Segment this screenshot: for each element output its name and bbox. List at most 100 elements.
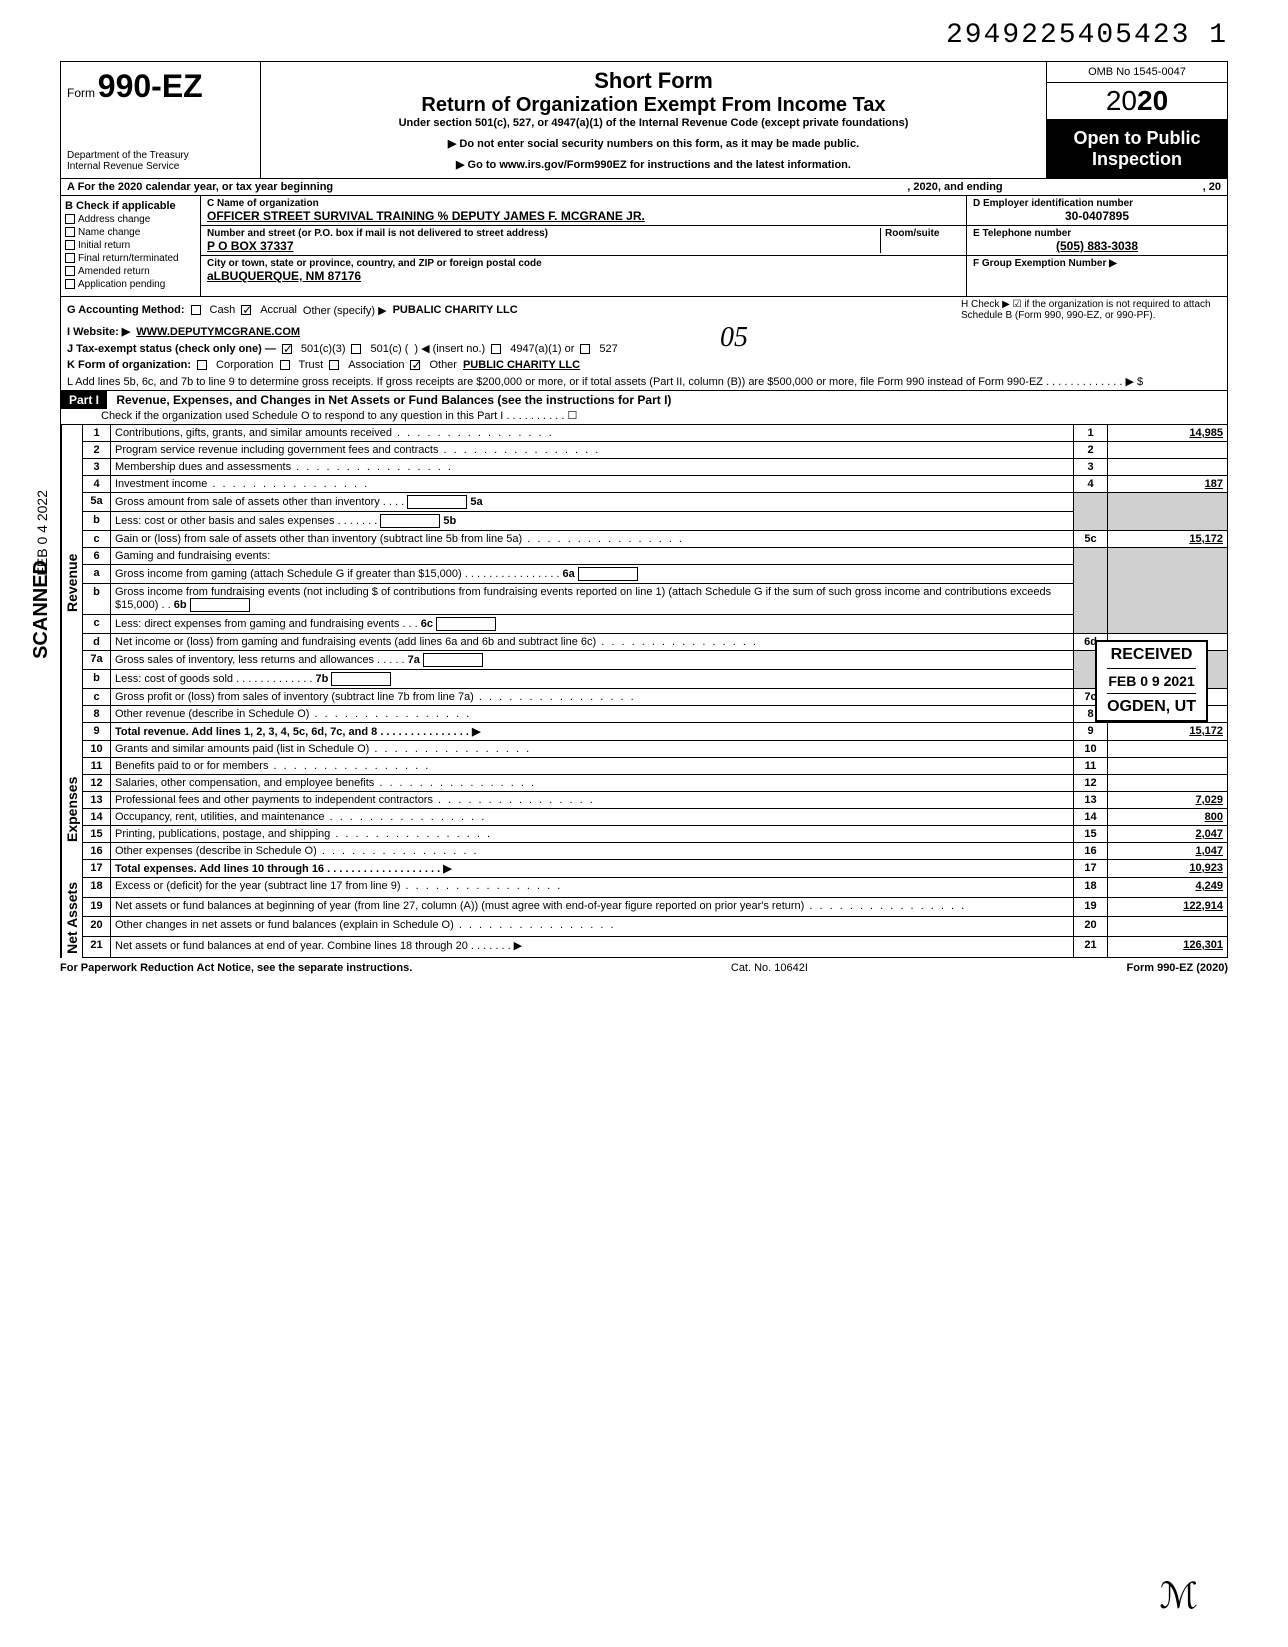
line-10-desc: Grants and similar amounts paid (list in… [111,741,1074,758]
line-7a-desc: Gross sales of inventory, less returns a… [111,651,1074,670]
dept-label: Department of the Treasury [67,150,254,161]
line-14-amt: 800 [1108,809,1228,826]
i-label: I Website: ▶ [67,325,130,338]
line-1-amt: 14,985 [1108,425,1228,442]
chk-cash[interactable] [191,305,201,315]
addr-value: P O BOX 37337 [207,239,880,253]
lbl-cash: Cash [210,304,236,316]
stamp-date: FEB 0 9 2021 [1107,668,1196,694]
chk-527[interactable] [580,344,590,354]
line-5c-desc: Gain or (loss) from sale of assets other… [111,531,1074,548]
received-stamp: RECEIVED FEB 0 9 2021 OGDEN, UT [1095,640,1208,722]
line-16-amt: 1,047 [1108,843,1228,860]
title-return: Return of Organization Exempt From Incom… [267,94,1040,117]
chk-accrual[interactable] [241,305,251,315]
tax-year: 2020 [1047,83,1227,120]
line-18-desc: Excess or (deficit) for the year (subtra… [111,878,1074,897]
footer-right: Form 990-EZ (2020) [1127,962,1228,974]
scan-date-stamp: FEB 0 4 2022 [34,490,50,576]
part1-title: Revenue, Expenses, and Changes in Net As… [110,391,677,409]
header-left: Form 990-EZ Department of the Treasury I… [61,62,261,178]
netassets-table: 18Excess or (deficit) for the year (subt… [82,878,1228,958]
section-bcd: B Check if applicable Address change Nam… [60,196,1228,297]
chk-trust[interactable] [280,360,290,370]
chk-assoc[interactable] [329,360,339,370]
chk-amended-return[interactable] [65,266,75,276]
lbl-501c3: 501(c)(3) [301,343,346,355]
lbl-501c: 501(c) ( [370,343,408,355]
tel-value: (505) 883-3038 [973,239,1221,253]
chk-initial-return[interactable] [65,240,75,250]
line-5c-amt: 15,172 [1108,531,1228,548]
h-check-text: H Check ▶ ☑ if the organization is not r… [961,299,1221,321]
expenses-section: Expenses 10Grants and similar amounts pa… [60,741,1228,878]
line-16-desc: Other expenses (describe in Schedule O) [111,843,1074,860]
box-7a [423,653,483,667]
form-header: Form 990-EZ Department of the Treasury I… [60,61,1228,179]
line-6-desc: Gaming and fundraising events: [111,548,1074,565]
ein-label: D Employer identification number [973,198,1221,209]
l-text: L Add lines 5b, 6c, and 7b to line 9 to … [67,375,1143,388]
footer-left: For Paperwork Reduction Act Notice, see … [60,962,412,974]
lbl-name-change: Name change [78,227,140,238]
page-footer: For Paperwork Reduction Act Notice, see … [60,958,1228,978]
chk-final-return[interactable] [65,253,75,263]
circle-stamp: 05 [720,322,748,354]
line-5b-desc: Less: cost or other basis and sales expe… [111,512,1074,531]
chk-application-pending[interactable] [65,279,75,289]
website-value: WWW.DEPUTYMCGRANE.COM [136,326,300,338]
box-6c [436,617,496,631]
line-11-amt [1108,758,1228,775]
j-label: J Tax-exempt status (check only one) — [67,343,276,355]
chk-corp[interactable] [197,360,207,370]
line-13-desc: Professional fees and other payments to … [111,792,1074,809]
chk-4947[interactable] [491,344,501,354]
line-10-amt [1108,741,1228,758]
line-9-desc: Total revenue. Add lines 1, 2, 3, 4, 5c,… [111,723,1074,741]
chk-other-org[interactable] [410,360,420,370]
expenses-table: 10Grants and similar amounts paid (list … [82,741,1228,878]
chk-name-change[interactable] [65,227,75,237]
stamp-bottom: OGDEN, UT [1107,698,1196,716]
line-17-desc: Total expenses. Add lines 10 through 16 … [111,860,1074,878]
lbl-other-org: Other [429,359,457,371]
line-17-amt: 10,923 [1108,860,1228,878]
note-ssn: ▶ Do not enter social security numbers o… [267,137,1040,150]
open-to-public: Open to Public Inspection [1047,120,1227,178]
line-19-desc: Net assets or fund balances at beginning… [111,897,1074,917]
note-url: ▶ Go to www.irs.gov/Form990EZ for instru… [267,158,1040,171]
line-5a-desc: Gross amount from sale of assets other t… [111,493,1074,512]
line-20-amt [1108,917,1228,937]
line-2-amt [1108,442,1228,459]
chk-address-change[interactable] [65,214,75,224]
revenue-table: 1Contributions, gifts, grants, and simil… [82,425,1228,741]
chk-501c3[interactable] [282,344,292,354]
chk-501c[interactable] [351,344,361,354]
part1-sub: Check if the organization used Schedule … [61,409,1227,424]
line-3-amt [1108,459,1228,476]
lbl-527: 527 [599,343,617,355]
line-21-desc: Net assets or fund balances at end of ye… [111,936,1074,957]
footer-mid: Cat. No. 10642I [731,962,808,974]
lbl-application-pending: Application pending [78,279,165,290]
line-15-desc: Printing, publications, postage, and shi… [111,826,1074,843]
stamp-top: RECEIVED [1107,646,1196,664]
line-12-desc: Salaries, other compensation, and employ… [111,775,1074,792]
side-expenses: Expenses [61,741,82,878]
box-5b [380,514,440,528]
box-7b [331,672,391,686]
row-a-right: , 20 [1203,181,1221,193]
lbl-other-method: Other (specify) ▶ [303,304,387,317]
line-13-amt: 7,029 [1108,792,1228,809]
col-c-org-info: C Name of organization OFFICER STREET SU… [201,196,967,296]
line-12-amt [1108,775,1228,792]
g-label: G Accounting Method: [67,304,185,316]
handwritten-initial: ℳ [1160,1575,1199,1617]
room-label: Room/suite [885,228,960,239]
lbl-assoc: Association [348,359,404,371]
line-6b-desc: Gross income from fundraising events (no… [111,584,1074,615]
header-center: Short Form Return of Organization Exempt… [261,62,1047,178]
ein-value: 30-0407895 [973,209,1221,223]
side-netassets: Net Assets [61,878,82,958]
box-6b [190,598,250,612]
